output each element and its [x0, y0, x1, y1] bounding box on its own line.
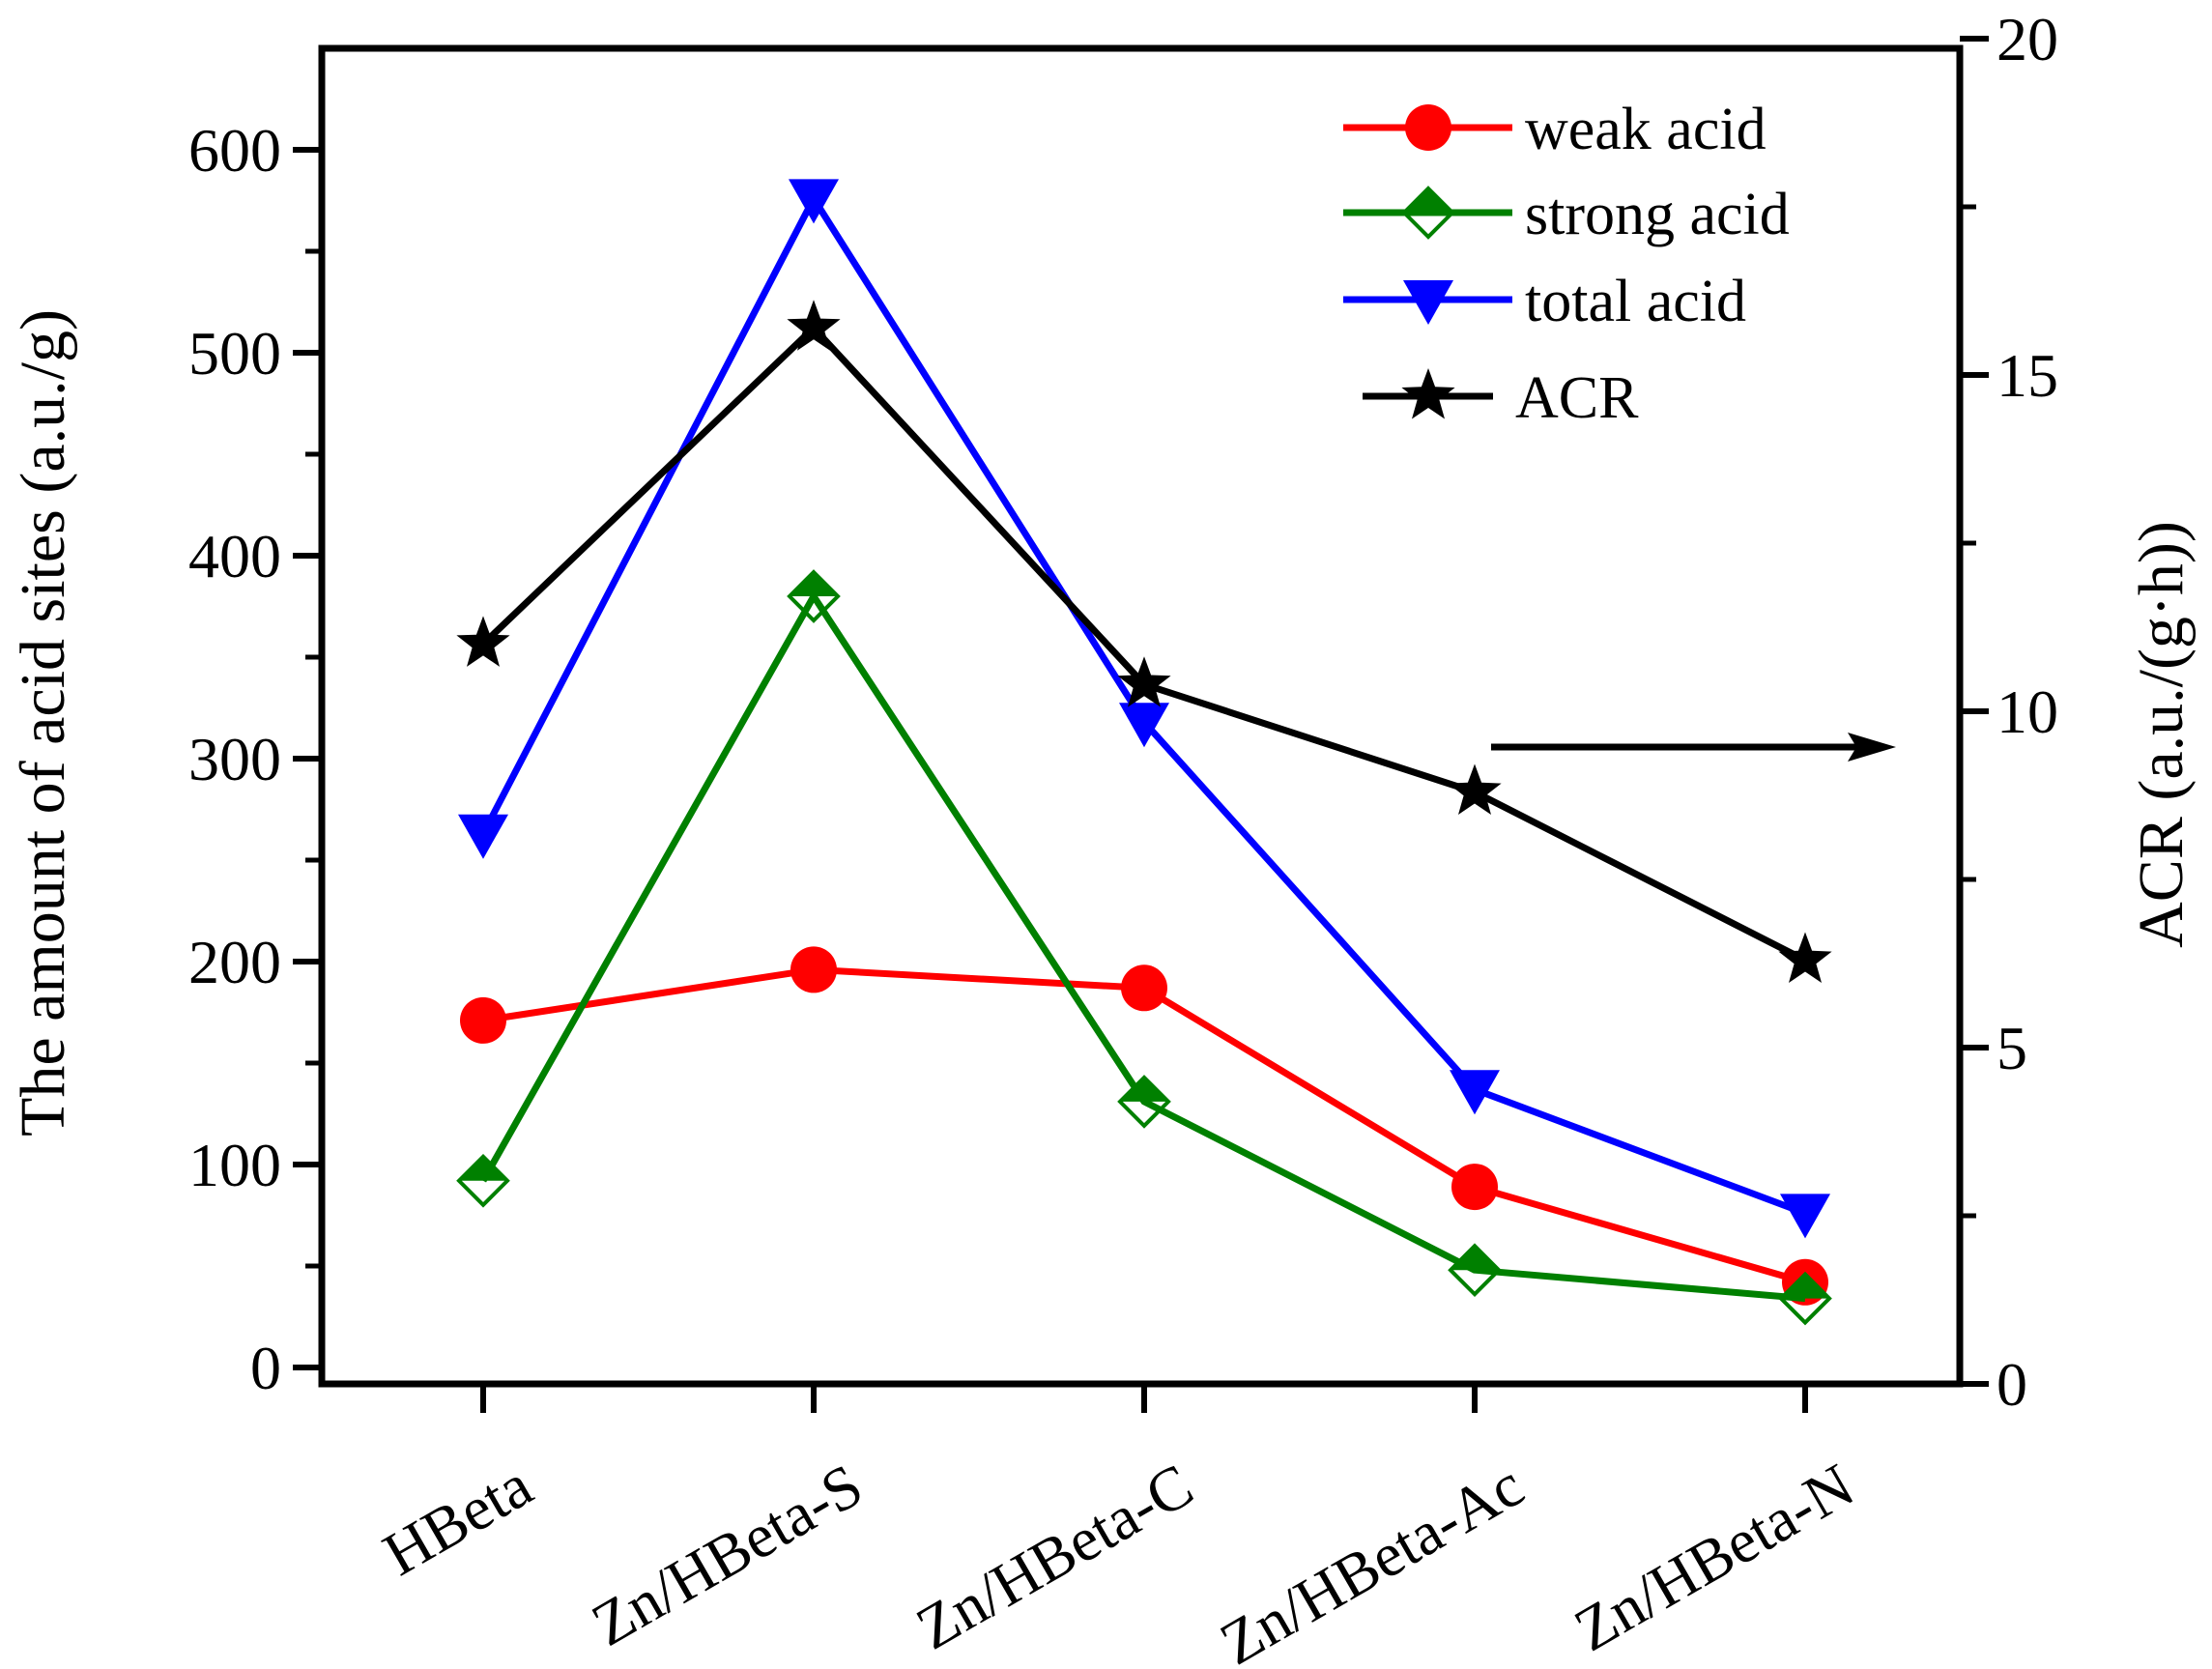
- data-point: [790, 946, 837, 993]
- left-tick-label: 300: [188, 725, 281, 793]
- right-tick-label: 20: [1997, 5, 2058, 73]
- right-axis-ticks: 0 5 10 15 20: [1960, 5, 2058, 1419]
- legend-item: ACR: [1363, 365, 1639, 431]
- series-total-acid: [458, 179, 1830, 1239]
- data-point: [787, 300, 841, 351]
- x-tick-label: Zn/HBeta-Ac: [1209, 1451, 1535, 1669]
- data-point: [789, 179, 839, 224]
- series-layer: [456, 179, 1832, 1326]
- legend-marker: [1401, 186, 1455, 240]
- left-axis-label: The amount of acid sites (a.u./g): [8, 309, 78, 1137]
- left-tick-label: 0: [250, 1334, 281, 1402]
- acr-arrow-annotation: [1491, 733, 1896, 762]
- x-tick-label: Zn/HBeta-S: [581, 1451, 874, 1659]
- data-point: [456, 616, 510, 667]
- right-tick-label: 0: [1997, 1350, 2027, 1419]
- left-tick-label: 600: [188, 116, 281, 185]
- left-tick-label: 500: [188, 319, 281, 388]
- series-weak-acid: [460, 946, 1828, 1306]
- right-axis-label: ACR (a.u./(g·h)): [2126, 521, 2197, 948]
- legend: weak acid strong acid total acid ACR: [1343, 97, 1790, 431]
- legend-label: ACR: [1515, 365, 1639, 431]
- x-tick-label: Zn/HBeta-N: [1563, 1451, 1865, 1664]
- series-strong-acid: [456, 569, 1832, 1326]
- data-point: [1780, 1194, 1830, 1239]
- series-acr: [456, 300, 1832, 983]
- legend-marker: [1403, 280, 1453, 325]
- legend-marker: [1401, 368, 1455, 419]
- legend-item: total acid: [1343, 269, 1746, 334]
- legend-item: weak acid: [1343, 97, 1767, 162]
- data-point: [1121, 964, 1167, 1012]
- legend-item: strong acid: [1343, 182, 1790, 247]
- legend-marker: [1405, 104, 1451, 151]
- data-point: [1117, 656, 1171, 707]
- right-tick-label: 15: [1997, 341, 2058, 410]
- data-point: [1448, 763, 1502, 815]
- data-point: [1778, 932, 1832, 983]
- legend-label: weak acid: [1525, 97, 1767, 162]
- left-tick-label: 100: [188, 1131, 281, 1199]
- x-tick-label: Zn/HBeta-C: [905, 1451, 1204, 1663]
- left-tick-label: 400: [188, 522, 281, 590]
- data-point: [458, 814, 508, 859]
- data-point: [460, 996, 506, 1044]
- data-point: [787, 569, 841, 623]
- right-tick-label: 10: [1997, 677, 2058, 746]
- left-axis-ticks: 0 100 200 300 400 500 600: [188, 116, 322, 1402]
- data-point: [1117, 1075, 1171, 1129]
- data-point: [1448, 1243, 1502, 1298]
- legend-label: strong acid: [1525, 182, 1790, 247]
- x-tick-label: HBeta: [372, 1451, 543, 1589]
- legend-label: total acid: [1525, 269, 1746, 334]
- x-axis-ticks: HBeta Zn/HBeta-S Zn/HBeta-C Zn/HBeta-Ac Zn/H…: [372, 1384, 1865, 1669]
- data-point: [1778, 1271, 1832, 1326]
- data-point: [1119, 703, 1169, 748]
- right-tick-label: 5: [1997, 1014, 2027, 1082]
- series-line: [479, 592, 1806, 1303]
- left-tick-label: 200: [188, 928, 281, 996]
- data-point: [456, 1153, 510, 1208]
- data-point: [1450, 1070, 1500, 1115]
- plot-frame: [318, 44, 1964, 1388]
- data-point: [1451, 1164, 1498, 1211]
